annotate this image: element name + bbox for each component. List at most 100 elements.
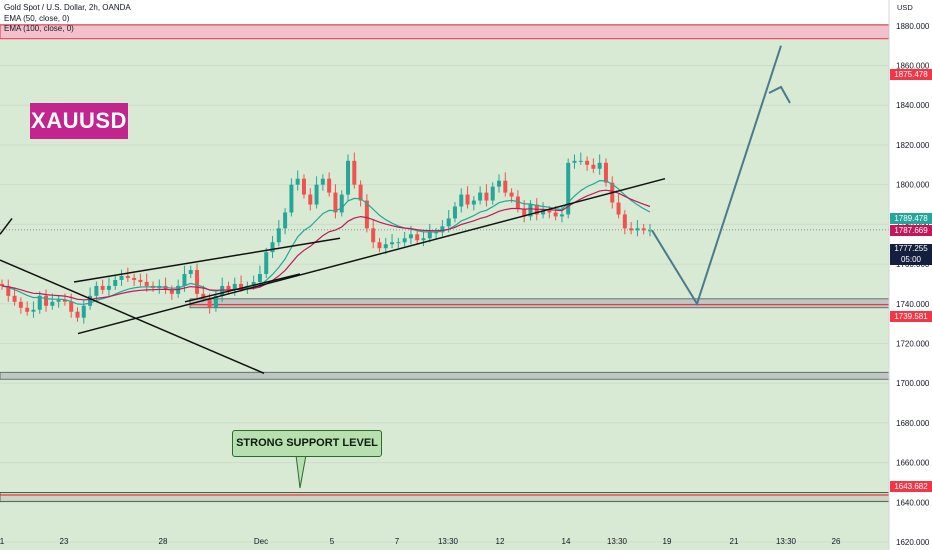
candle-body (81, 305, 86, 318)
x-tick-label: 19 (663, 537, 672, 546)
candle-body (641, 228, 646, 231)
x-tick-label: 13:30 (438, 537, 459, 546)
candle-body (6, 285, 11, 296)
x-tick-label: 21 (730, 537, 739, 546)
candle-body (635, 228, 640, 231)
candle-body (415, 234, 420, 241)
candle-body (283, 212, 288, 229)
y-tick-label: 1620.000 (896, 538, 930, 547)
candle-body (270, 242, 275, 253)
candle-body (289, 184, 294, 213)
price-label-ema100: 1787.669 (890, 225, 932, 236)
candle-body (585, 160, 590, 165)
candle-body (402, 238, 407, 243)
candle-body (427, 232, 432, 239)
candle-body (421, 238, 426, 241)
candle-body (616, 202, 621, 215)
resistance-zone (0, 24, 890, 40)
time-axis-ticks[interactable]: 1 23 28 Dec 5 7 13:30 12 14 13:30 19 21 13:30 26 (0, 537, 841, 546)
legend-ema100[interactable]: EMA (100, close, 0) (4, 24, 74, 33)
legend-symbol-title[interactable]: Gold Spot / U.S. Dollar, 2h, OANDA (4, 3, 131, 12)
candle-body (327, 178, 332, 193)
y-tick-label: 1860.000 (896, 62, 930, 71)
green-zone-background (0, 39, 889, 550)
candle-body (553, 212, 558, 217)
candle-body (207, 297, 212, 308)
y-tick-label: 1840.000 (896, 101, 930, 110)
candle-body (314, 184, 319, 205)
candle-body (358, 184, 363, 201)
candle-body (132, 277, 137, 280)
y-tick-label: 1660.000 (896, 459, 930, 468)
x-tick-label: 26 (832, 537, 841, 546)
candles-group (0, 152, 652, 324)
candle-body (163, 285, 168, 290)
candle-body (471, 200, 476, 205)
trendline-channel-lower (184, 273, 301, 303)
candle-body (528, 204, 533, 217)
price-label-support2: 1643.682 (890, 481, 932, 492)
ema100-line (1, 189, 651, 301)
candle-body (0, 283, 4, 286)
candle-body (12, 295, 17, 302)
candle-body (94, 285, 99, 296)
callout-pointer (295, 454, 307, 489)
candle-body (541, 210, 546, 215)
axis-unit-label: USD (897, 3, 913, 12)
chart-legend: Gold Spot / U.S. Dollar, 2h, OANDA EMA (… (4, 3, 131, 35)
trendline-steep (0, 217, 13, 235)
candle-body (226, 285, 231, 290)
y-tick-label: 1820.000 (896, 141, 930, 150)
x-tick-label: 28 (159, 537, 168, 546)
candle-body (566, 162, 571, 215)
candle-body (547, 210, 552, 213)
candle-body (459, 194, 464, 207)
candle-body (591, 164, 596, 169)
candle-body (440, 226, 445, 233)
candle-body (509, 192, 514, 197)
candle-body (572, 160, 577, 163)
y-tick-label: 1700.000 (896, 379, 930, 388)
candle-body (62, 299, 67, 302)
candle-body (622, 214, 627, 229)
candle-body (220, 285, 225, 296)
forecast-arrow (651, 45, 791, 307)
legend-ema50[interactable]: EMA (50, close, 0) (4, 13, 70, 23)
candle-body (308, 194, 313, 205)
candle-body (125, 275, 130, 278)
price-label-resistance: 1875.478 (890, 69, 932, 80)
x-tick-label: 13:30 (607, 537, 628, 546)
symbol-badge: XAUUSD (30, 103, 128, 139)
x-tick-label: 14 (562, 537, 571, 546)
candle-body (603, 162, 608, 183)
candle-body (346, 160, 351, 195)
candle-body (56, 299, 61, 302)
candle-body (31, 309, 36, 312)
candle-body (465, 194, 470, 205)
x-tick-label: 13:30 (776, 537, 797, 546)
candle-body (371, 228, 376, 243)
candle-body (25, 307, 30, 312)
x-tick-label: 23 (60, 537, 69, 546)
bar-countdown: 05:00 (900, 254, 922, 264)
candle-body (497, 180, 502, 187)
last-price-value: 1777.255 (894, 244, 928, 253)
candle-body (515, 196, 520, 209)
candle-body (257, 274, 262, 282)
support-callout: STRONG SUPPORT LEVEL (232, 430, 382, 457)
candle-body (352, 160, 357, 185)
candle-body (232, 283, 237, 290)
candle-body (339, 194, 344, 213)
candle-body (597, 162, 602, 169)
candle-body (100, 285, 105, 290)
candle-body (648, 230, 652, 232)
candle-body (75, 311, 80, 318)
x-tick-label: 12 (496, 537, 505, 546)
candle-body (195, 270, 200, 294)
trendlines (0, 177, 666, 489)
candle-body (44, 295, 49, 306)
candle-body (201, 293, 206, 298)
candle-body (119, 275, 124, 280)
support-zone-1643 (0, 492, 890, 502)
